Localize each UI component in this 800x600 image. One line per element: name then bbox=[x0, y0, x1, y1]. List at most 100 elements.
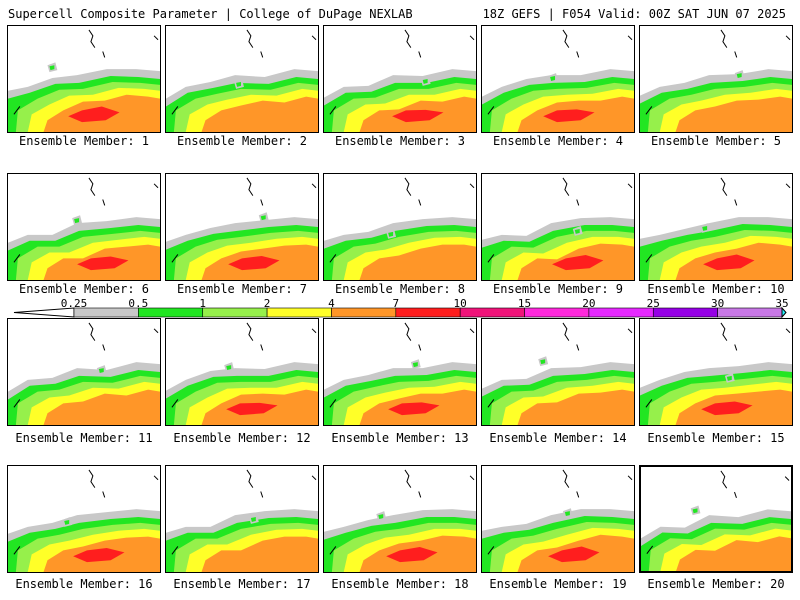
ensemble-member-map[interactable] bbox=[639, 25, 793, 133]
ensemble-member-map[interactable] bbox=[7, 318, 161, 426]
scp-contour-green bbox=[574, 228, 580, 234]
scp-field-plot bbox=[482, 469, 634, 572]
coastline-outline bbox=[627, 328, 633, 334]
coastline-outline bbox=[311, 183, 317, 189]
ensemble-member-map[interactable] bbox=[323, 318, 477, 426]
coastline-outline bbox=[487, 106, 495, 115]
ensemble-member-map[interactable] bbox=[323, 465, 477, 573]
colorbar-tick-label: 0.25 bbox=[60, 297, 88, 310]
coastline-outline bbox=[562, 322, 570, 341]
scp-contour-green bbox=[388, 231, 394, 237]
coastline-outline bbox=[785, 35, 791, 41]
colorbar-tick-label: 35 bbox=[775, 297, 789, 310]
colorbar-tick-label: 15 bbox=[517, 297, 532, 310]
ensemble-member-caption: Ensemble Member: 19 bbox=[489, 577, 627, 591]
ensemble-member-map[interactable] bbox=[323, 25, 477, 133]
scp-contour-orange bbox=[201, 536, 318, 572]
ensemble-member-map[interactable] bbox=[165, 318, 319, 426]
coastline-outline bbox=[627, 475, 633, 481]
ensemble-member-map[interactable] bbox=[481, 173, 635, 281]
coastline-outline bbox=[734, 51, 738, 58]
ensemble-member-caption: Ensemble Member: 10 bbox=[647, 282, 785, 296]
coastline-outline bbox=[576, 51, 580, 58]
ensemble-member-caption: Ensemble Member: 15 bbox=[647, 431, 785, 445]
colorbar-segment bbox=[395, 307, 461, 318]
ensemble-member-caption: Ensemble Member: 17 bbox=[173, 577, 311, 591]
ensemble-member-map[interactable] bbox=[639, 173, 793, 281]
coastline-outline bbox=[13, 546, 21, 555]
scp-contour-green bbox=[98, 368, 104, 373]
ensemble-member-caption: Ensemble Member: 7 bbox=[176, 282, 308, 296]
scp-field-plot bbox=[640, 29, 792, 132]
colorbar-tick-label: 30 bbox=[711, 297, 725, 310]
coastline-outline bbox=[102, 51, 106, 58]
coastline-outline bbox=[646, 545, 654, 554]
coastline-outline bbox=[171, 399, 179, 408]
coastline-outline bbox=[627, 35, 633, 41]
scp-field-plot bbox=[324, 322, 476, 425]
coastline-outline bbox=[329, 254, 337, 263]
colorbar-tick-label: 7 bbox=[392, 297, 400, 310]
colorbar-tick-label: 2 bbox=[263, 297, 271, 310]
coastline-outline bbox=[562, 29, 570, 48]
map-title: Supercell Composite Parameter | College … bbox=[8, 7, 413, 21]
coastline-outline bbox=[329, 399, 337, 408]
ensemble-member-caption: Ensemble Member: 1 bbox=[18, 134, 150, 148]
ensemble-member-caption: Ensemble Member: 12 bbox=[173, 431, 311, 445]
ensemble-member-map[interactable] bbox=[481, 25, 635, 133]
ensemble-member-caption: Ensemble Member: 4 bbox=[492, 134, 624, 148]
scp-contour-green bbox=[540, 359, 546, 365]
scp-contour-green bbox=[49, 65, 55, 71]
coastline-outline bbox=[418, 344, 422, 351]
scp-contour-green bbox=[74, 218, 80, 224]
coastline-outline bbox=[260, 344, 264, 351]
scp-contour-orange bbox=[676, 536, 791, 571]
coastline-outline bbox=[246, 29, 254, 48]
scp-contour-red bbox=[703, 254, 755, 271]
ensemble-member-map[interactable] bbox=[7, 465, 161, 573]
ensemble-member-map[interactable] bbox=[639, 318, 793, 426]
ensemble-member-caption: Ensemble Member: 9 bbox=[492, 282, 624, 296]
scp-field-plot bbox=[166, 322, 318, 425]
ensemble-member-map[interactable] bbox=[7, 25, 161, 133]
scp-field-plot bbox=[482, 177, 634, 280]
coastline-outline bbox=[246, 469, 254, 488]
scp-contour-orange bbox=[675, 96, 792, 132]
scp-contour-green bbox=[422, 79, 428, 84]
coastline-outline bbox=[260, 491, 264, 498]
coastline-outline bbox=[469, 475, 475, 481]
coastline-outline bbox=[260, 199, 264, 206]
scp-field-plot bbox=[640, 177, 792, 280]
coastline-outline bbox=[785, 328, 791, 334]
coastline-outline bbox=[88, 322, 96, 341]
scp-field-plot bbox=[640, 322, 792, 425]
ensemble-member-map[interactable] bbox=[639, 465, 793, 573]
ensemble-member-map[interactable] bbox=[165, 25, 319, 133]
coastline-outline bbox=[311, 328, 317, 334]
coastline-outline bbox=[153, 35, 159, 41]
ensemble-member-caption: Ensemble Member: 14 bbox=[489, 431, 627, 445]
ensemble-member-map[interactable] bbox=[481, 318, 635, 426]
coastline-outline bbox=[329, 546, 337, 555]
ensemble-member-map[interactable] bbox=[323, 173, 477, 281]
valid-time-label: 18Z GEFS | F054 Valid: 00Z SAT JUN 07 20… bbox=[482, 7, 786, 21]
ensemble-member-map[interactable] bbox=[7, 173, 161, 281]
coastline-outline bbox=[418, 491, 422, 498]
scp-contour-green bbox=[378, 514, 384, 519]
ensemble-member-map[interactable] bbox=[481, 465, 635, 573]
coastline-outline bbox=[13, 254, 21, 263]
coastline-outline bbox=[469, 183, 475, 189]
ensemble-member-map[interactable] bbox=[165, 465, 319, 573]
coastline-outline bbox=[645, 399, 653, 408]
coastline-outline bbox=[734, 491, 737, 498]
coastline-outline bbox=[562, 469, 570, 488]
coastline-outline bbox=[153, 183, 159, 189]
colorbar-segment bbox=[524, 307, 590, 318]
coastline-outline bbox=[102, 199, 106, 206]
colorbar bbox=[13, 306, 787, 319]
ensemble-member-map[interactable] bbox=[165, 173, 319, 281]
scp-contour-orange bbox=[359, 244, 476, 280]
scp-contour-red bbox=[388, 402, 440, 416]
coastline-outline bbox=[246, 177, 254, 196]
scp-contour-green bbox=[726, 375, 732, 381]
